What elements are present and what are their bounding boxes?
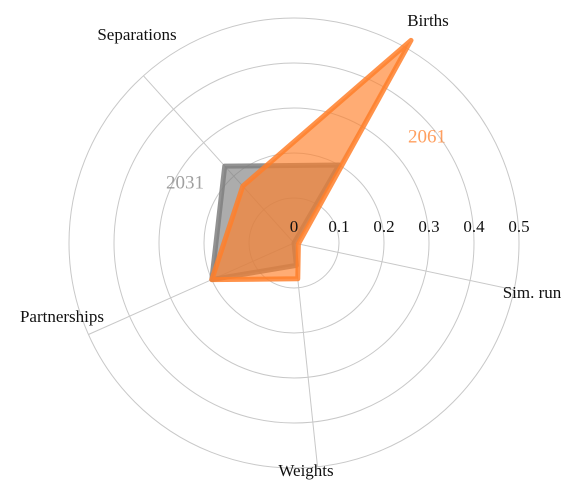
r-tick-label: 0.3 [418, 217, 439, 236]
axis-label: Births [407, 11, 449, 30]
radar-area [209, 37, 414, 283]
grid-circle [68, 17, 520, 469]
r-tick-label: 0.4 [463, 217, 485, 236]
r-tick-label: 0.5 [508, 217, 529, 236]
r-tick-label: 0.1 [328, 217, 349, 236]
grid-circle [113, 62, 475, 424]
grid-circle [158, 107, 430, 379]
axis-spoke [293, 242, 515, 291]
r-tick-label: 0 [290, 217, 299, 236]
series-label: 2061 [408, 126, 446, 147]
axis-label: Separations [97, 25, 176, 44]
r-tick-label: 0.2 [373, 217, 394, 236]
series-label: 2031 [166, 172, 204, 193]
axis-label: Partnerships [20, 307, 104, 326]
axis-label: Sim. run [503, 283, 562, 302]
axis-label: Weights [278, 461, 333, 480]
